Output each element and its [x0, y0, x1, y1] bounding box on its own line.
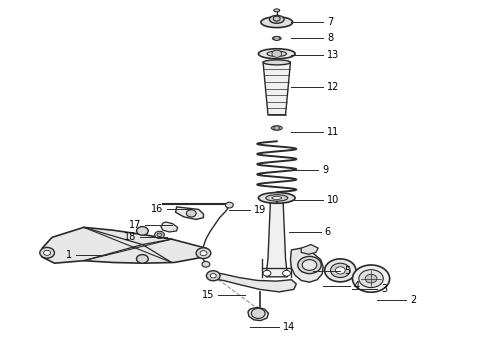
Text: 14: 14: [283, 322, 295, 332]
Polygon shape: [266, 202, 288, 277]
Text: 16: 16: [150, 204, 163, 214]
Text: 10: 10: [327, 195, 340, 205]
Ellipse shape: [272, 37, 281, 40]
Circle shape: [155, 231, 164, 238]
Circle shape: [359, 270, 383, 288]
Ellipse shape: [267, 51, 287, 57]
Ellipse shape: [302, 260, 317, 270]
Text: 4: 4: [354, 281, 360, 291]
Text: 3: 3: [381, 284, 387, 294]
Polygon shape: [211, 273, 296, 292]
Text: 12: 12: [327, 82, 340, 93]
Circle shape: [196, 248, 211, 258]
Ellipse shape: [258, 49, 295, 59]
Circle shape: [225, 202, 233, 208]
Circle shape: [157, 233, 162, 237]
Circle shape: [331, 263, 350, 278]
Text: 15: 15: [202, 290, 214, 300]
Text: 2: 2: [410, 295, 416, 305]
Ellipse shape: [266, 195, 288, 201]
Text: 7: 7: [327, 17, 333, 27]
Text: 13: 13: [327, 50, 340, 60]
Circle shape: [365, 274, 377, 283]
Polygon shape: [248, 307, 269, 320]
Circle shape: [325, 259, 356, 282]
Circle shape: [273, 16, 280, 21]
Polygon shape: [301, 244, 319, 254]
Circle shape: [137, 255, 148, 263]
Circle shape: [251, 309, 265, 319]
Circle shape: [206, 271, 220, 281]
Circle shape: [272, 50, 282, 57]
Circle shape: [44, 250, 50, 255]
Circle shape: [186, 210, 196, 217]
Circle shape: [274, 36, 280, 41]
Text: 9: 9: [322, 165, 328, 175]
Polygon shape: [175, 207, 203, 220]
Ellipse shape: [298, 256, 321, 274]
Circle shape: [283, 270, 291, 276]
Circle shape: [210, 274, 216, 278]
Ellipse shape: [263, 60, 291, 65]
Ellipse shape: [261, 17, 293, 28]
Ellipse shape: [270, 15, 284, 23]
Text: 17: 17: [128, 220, 141, 230]
Circle shape: [274, 126, 280, 130]
Circle shape: [202, 261, 210, 267]
Text: 5: 5: [344, 266, 350, 276]
Polygon shape: [42, 227, 206, 263]
Circle shape: [335, 267, 345, 274]
Text: 11: 11: [327, 127, 340, 136]
Ellipse shape: [272, 197, 282, 199]
Circle shape: [200, 251, 207, 256]
Text: 8: 8: [327, 33, 333, 43]
Circle shape: [40, 247, 54, 258]
Polygon shape: [291, 248, 323, 282]
Ellipse shape: [271, 126, 282, 130]
Polygon shape: [161, 222, 177, 232]
Circle shape: [137, 226, 148, 235]
Polygon shape: [263, 62, 291, 115]
Ellipse shape: [274, 9, 280, 12]
Text: 19: 19: [254, 206, 266, 216]
Circle shape: [352, 265, 390, 292]
Text: 18: 18: [124, 232, 136, 242]
Text: 1: 1: [67, 250, 73, 260]
Ellipse shape: [258, 193, 295, 203]
Circle shape: [263, 270, 271, 276]
Text: 6: 6: [325, 227, 331, 237]
